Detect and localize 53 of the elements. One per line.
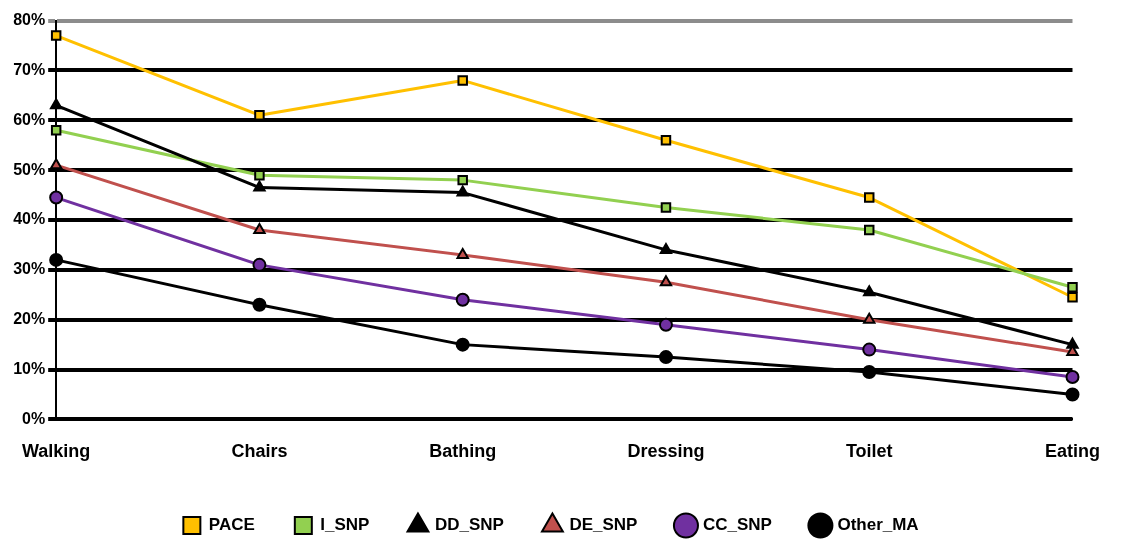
point (252, 297, 267, 312)
y-tick-label: 0% (22, 409, 46, 427)
point (253, 180, 266, 192)
point (1065, 387, 1080, 402)
point (863, 285, 876, 297)
point (862, 365, 877, 380)
y-tick-label: 50% (13, 160, 46, 178)
y-tick-label: 30% (13, 260, 46, 278)
y-tick-label: 10% (13, 359, 46, 377)
x-tick-label: Eating (1044, 441, 1101, 462)
point (658, 317, 673, 332)
point (863, 312, 876, 324)
point (1067, 292, 1078, 303)
point (49, 190, 64, 205)
point (658, 350, 673, 365)
point (659, 275, 673, 287)
point (49, 98, 63, 110)
point (862, 342, 877, 357)
x-tick-label: Chairs (231, 441, 288, 462)
legend-label: DD_SNP (434, 515, 504, 535)
point (660, 202, 672, 213)
x-tick-label: Dressing (627, 441, 705, 462)
y-tick-label: 80% (13, 11, 46, 29)
point (455, 337, 470, 352)
point (1065, 370, 1080, 385)
point (50, 125, 62, 136)
point (1067, 282, 1078, 293)
point (456, 185, 469, 197)
x-tick-label: Walking (22, 441, 91, 462)
legend-label: I_SNP (320, 515, 370, 535)
point (252, 257, 267, 272)
legend-label: Other_MA (837, 515, 919, 535)
point (863, 192, 875, 203)
point (455, 292, 470, 307)
y-tick-label: 20% (13, 310, 46, 328)
y-tick-label: 70% (13, 60, 46, 78)
point (49, 252, 64, 267)
y-tick-label: 40% (13, 210, 46, 228)
point (659, 242, 673, 254)
point (863, 224, 875, 236)
legend-label: DE_SNP (569, 515, 638, 535)
x-tick-label: Bathing (429, 441, 497, 462)
point (457, 174, 468, 186)
legend-label: PACE (208, 515, 255, 535)
point (253, 222, 266, 234)
y-tick-label: 60% (13, 110, 46, 128)
point (50, 30, 62, 41)
point (49, 158, 63, 170)
point (456, 247, 469, 259)
point (457, 75, 468, 86)
legend-label: CC_SNP (702, 515, 772, 535)
point (660, 135, 672, 146)
x-tick-label: Toilet (845, 441, 893, 462)
